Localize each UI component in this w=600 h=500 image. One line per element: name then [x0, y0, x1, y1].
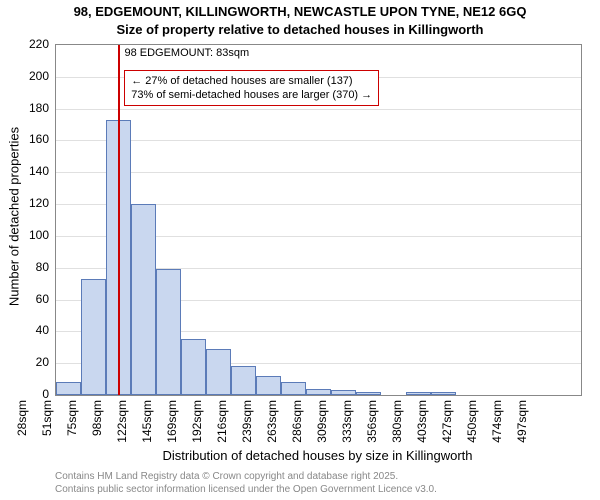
- histogram-bar: [156, 269, 181, 395]
- histogram-bar: [206, 349, 231, 395]
- histogram-bar: [406, 392, 431, 395]
- gridline: [56, 140, 581, 141]
- y-tick-label: 220: [0, 37, 49, 51]
- histogram-bar: [231, 366, 256, 395]
- y-tick-label: 100: [0, 228, 49, 242]
- histogram-bar: [131, 204, 156, 395]
- plot-area: 98 EDGEMOUNT: 83sqm ← 27% of detached ho…: [55, 44, 582, 396]
- histogram-bar: [56, 382, 81, 395]
- footer-line-2: Contains public sector information licen…: [55, 483, 437, 496]
- footer-attribution: Contains HM Land Registry data © Crown c…: [55, 470, 437, 496]
- y-tick-label: 180: [0, 101, 49, 115]
- x-axis-label: Distribution of detached houses by size …: [55, 448, 580, 463]
- histogram-chart: 98, EDGEMOUNT, KILLINGWORTH, NEWCASTLE U…: [0, 0, 600, 500]
- gridline: [56, 172, 581, 173]
- histogram-bar: [81, 279, 106, 395]
- annotation-box: ← 27% of detached houses are smaller (13…: [124, 70, 379, 107]
- histogram-bar: [356, 392, 381, 395]
- y-tick-label: 80: [0, 260, 49, 274]
- histogram-bar: [331, 390, 356, 395]
- y-tick-label: 40: [0, 323, 49, 337]
- y-tick-label: 0: [0, 387, 49, 401]
- marker-label: 98 EDGEMOUNT: 83sqm: [124, 47, 249, 59]
- annotation-line-2: 73% of semi-detached houses are larger (…: [131, 88, 372, 102]
- x-tick-label: 497sqm: [515, 400, 600, 443]
- footer-line-1: Contains HM Land Registry data © Crown c…: [55, 470, 437, 483]
- y-tick-label: 140: [0, 164, 49, 178]
- chart-subtitle: Size of property relative to detached ho…: [0, 22, 600, 37]
- histogram-bar: [431, 392, 456, 395]
- y-tick-label: 60: [0, 292, 49, 306]
- histogram-bar: [256, 376, 281, 395]
- y-tick-label: 200: [0, 69, 49, 83]
- annotation-line-1: ← 27% of detached houses are smaller (13…: [131, 74, 372, 88]
- histogram-bar: [181, 339, 206, 395]
- histogram-bar: [281, 382, 306, 395]
- gridline: [56, 109, 581, 110]
- y-tick-label: 120: [0, 196, 49, 210]
- chart-title: 98, EDGEMOUNT, KILLINGWORTH, NEWCASTLE U…: [0, 4, 600, 19]
- histogram-bar: [306, 389, 331, 395]
- marker-line: [118, 45, 120, 395]
- y-tick-label: 20: [0, 355, 49, 369]
- y-tick-label: 160: [0, 132, 49, 146]
